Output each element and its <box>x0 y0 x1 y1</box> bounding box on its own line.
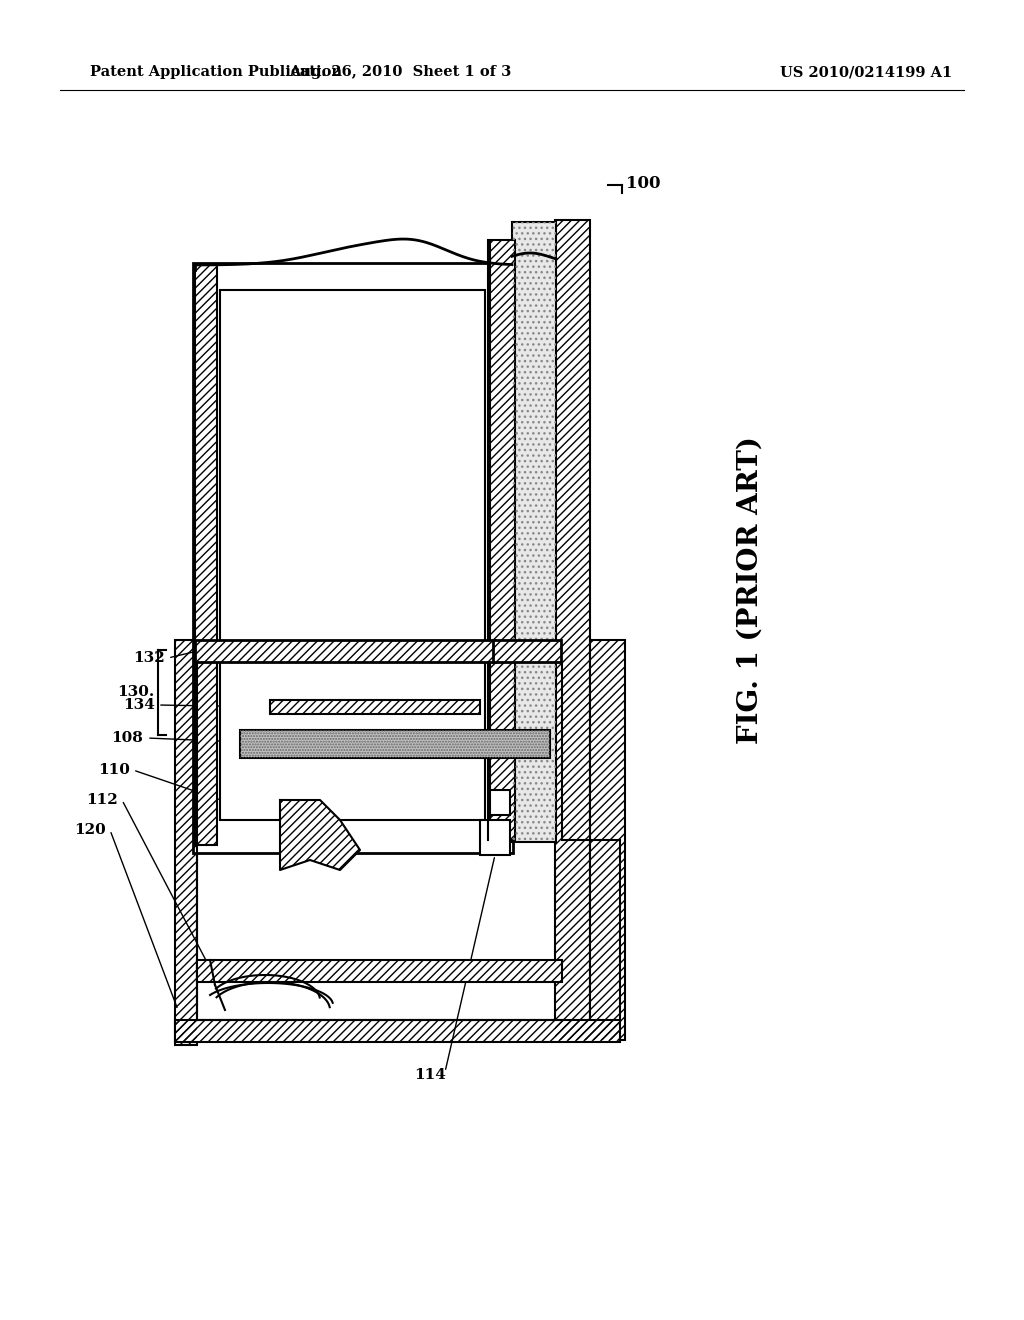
Bar <box>270 700 480 714</box>
Bar <box>220 290 485 820</box>
Text: 110: 110 <box>98 763 130 777</box>
Bar <box>240 730 550 758</box>
Text: 100: 100 <box>626 174 660 191</box>
Bar <box>493 640 561 663</box>
Text: 132: 132 <box>133 651 165 665</box>
Text: 130.: 130. <box>117 685 154 700</box>
Bar <box>175 1020 620 1041</box>
Text: FIG. 1 (PRIOR ART): FIG. 1 (PRIOR ART) <box>736 436 764 744</box>
Text: Aug. 26, 2010  Sheet 1 of 3: Aug. 26, 2010 Sheet 1 of 3 <box>289 65 511 79</box>
Bar <box>175 640 197 1045</box>
Bar <box>195 640 495 663</box>
Text: 108: 108 <box>112 731 143 744</box>
Bar <box>270 700 480 714</box>
Text: Patent Application Publication: Patent Application Publication <box>90 65 342 79</box>
Bar <box>555 220 590 1040</box>
Text: 134: 134 <box>123 698 155 711</box>
Bar <box>590 640 625 1040</box>
Bar <box>195 640 495 663</box>
Text: 112: 112 <box>86 793 118 807</box>
Bar <box>512 222 556 842</box>
Text: US 2010/0214199 A1: US 2010/0214199 A1 <box>780 65 952 79</box>
Bar <box>490 240 515 840</box>
Bar <box>493 640 561 663</box>
Text: 120: 120 <box>75 822 106 837</box>
Bar <box>195 265 217 845</box>
Bar <box>197 960 562 982</box>
Bar <box>193 263 513 853</box>
Bar <box>175 640 197 1045</box>
Bar <box>480 820 510 855</box>
Bar <box>555 220 590 1040</box>
Polygon shape <box>280 800 360 870</box>
Bar <box>590 640 625 1040</box>
Bar <box>512 222 556 842</box>
Bar <box>490 240 515 840</box>
Bar <box>175 1020 620 1041</box>
Bar <box>240 730 550 758</box>
Bar <box>490 789 510 814</box>
Text: 114: 114 <box>414 1068 445 1082</box>
Bar <box>195 265 217 845</box>
Bar <box>197 960 562 982</box>
